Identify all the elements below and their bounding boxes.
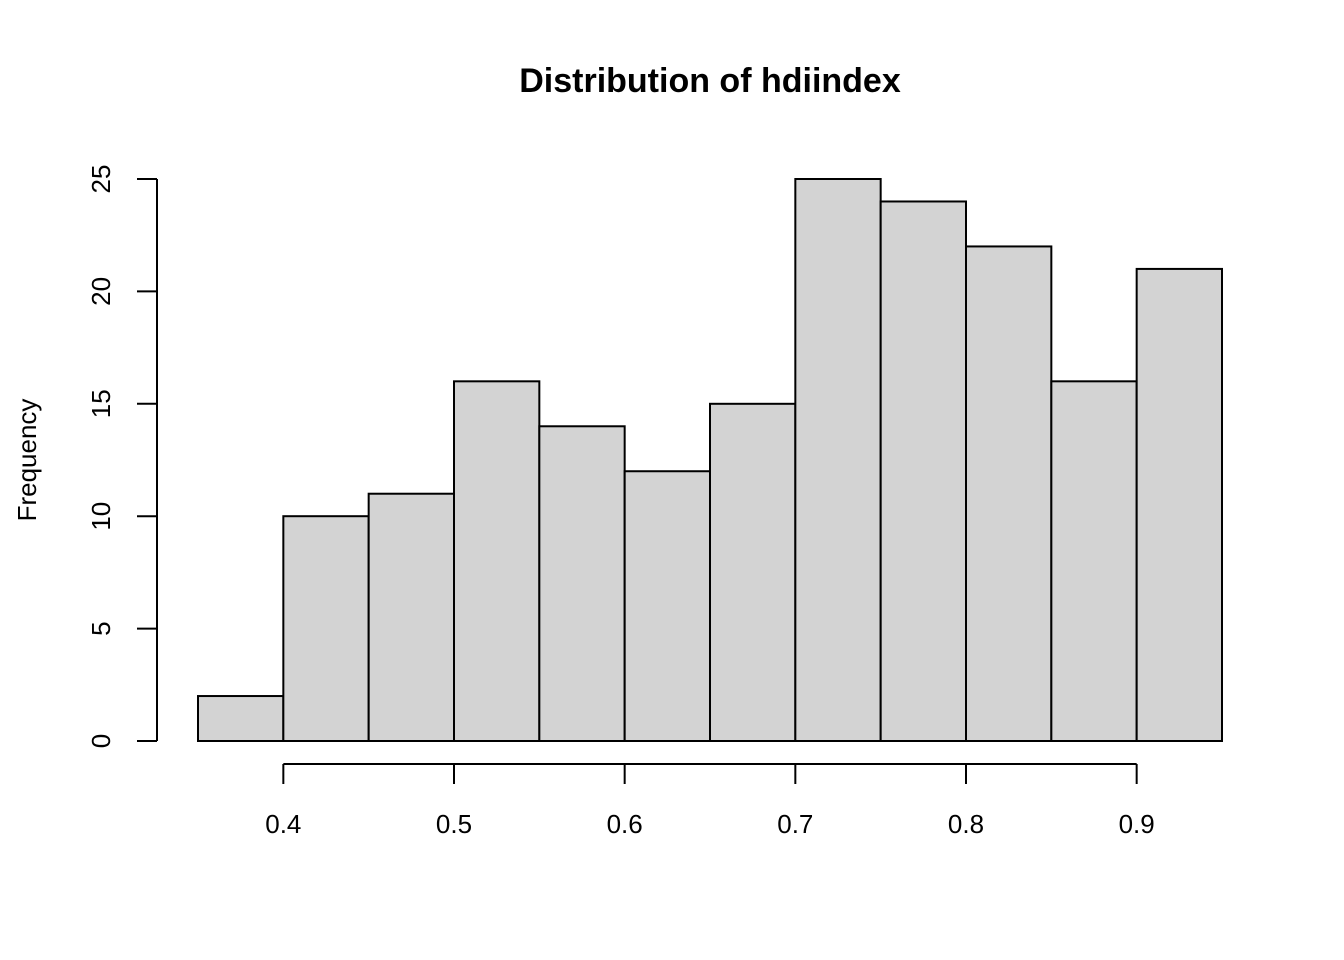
- histogram-bar: [197, 695, 285, 742]
- x-tick-label: 0.5: [436, 809, 472, 839]
- histogram-bar: [538, 425, 626, 742]
- y-tick-label: 15: [86, 389, 116, 418]
- histogram-bar: [709, 402, 797, 742]
- chart-title: Distribution of hdiindex: [519, 62, 901, 100]
- histogram-bar: [367, 492, 455, 742]
- y-axis: 0 5 10 15 20 25: [86, 165, 158, 748]
- y-tick-label: 5: [86, 621, 116, 635]
- x-tick-label: 0.9: [1119, 809, 1155, 839]
- x-tick-label: 0.8: [948, 809, 984, 839]
- histogram-bar: [965, 245, 1053, 742]
- y-tick-label: 10: [86, 502, 116, 531]
- bars-group: [197, 178, 1223, 743]
- histogram-bar: [453, 380, 541, 742]
- x-tick-label: 0.7: [777, 809, 813, 839]
- x-tick-label: 0.4: [265, 809, 301, 839]
- histogram-bar: [794, 178, 882, 742]
- y-axis-label: Frequency: [12, 399, 42, 522]
- histogram-bar: [623, 470, 712, 742]
- histogram-bar: [282, 515, 370, 743]
- y-tick-label: 20: [86, 277, 116, 306]
- histogram-bar: [1050, 380, 1138, 742]
- y-tick-label: 0: [86, 734, 116, 748]
- histogram-bar: [879, 200, 968, 743]
- x-tick-label: 0.6: [607, 809, 643, 839]
- histogram-bar: [1135, 267, 1223, 742]
- y-tick-label: 25: [86, 165, 116, 194]
- x-axis: 0.4 0.5 0.6 0.7 0.8 0.9: [265, 763, 1155, 839]
